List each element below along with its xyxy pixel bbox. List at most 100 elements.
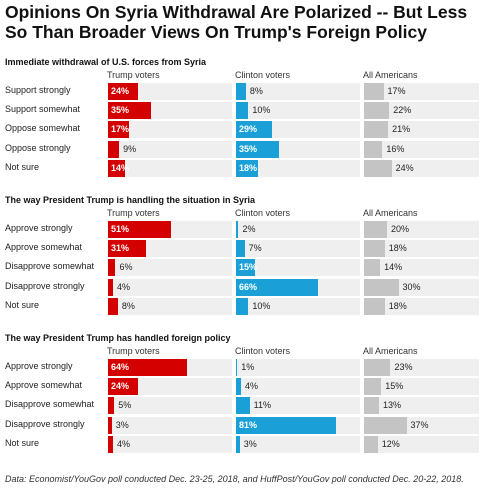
bar-clinton — [236, 121, 272, 139]
bar-all — [364, 121, 389, 139]
bar-track: 23% — [364, 359, 479, 376]
bar-track: 21% — [364, 121, 479, 139]
bar-track: 6% — [108, 259, 232, 277]
bar-clinton — [236, 140, 280, 158]
table-row: Not sure 14% 18% 24% — [0, 159, 487, 177]
row-label: Support strongly — [5, 85, 71, 95]
bar-track: 35% — [108, 102, 232, 120]
column-header: All Americans — [363, 346, 418, 356]
data-label: 16% — [386, 143, 405, 154]
bar-track: 24% — [364, 159, 479, 177]
table-row: Support strongly 24% 8% 17% — [0, 83, 487, 100]
bar-trump — [108, 221, 172, 238]
bar-track: 22% — [364, 102, 479, 120]
bar-track: 17% — [364, 83, 479, 100]
bar-trump — [108, 259, 116, 277]
bar-track: 16% — [364, 140, 479, 158]
bar-track: 8% — [236, 83, 360, 100]
data-label: 2% — [242, 224, 256, 234]
bar-clinton — [236, 278, 318, 296]
data-label: 11% — [253, 400, 271, 411]
data-label: 17% — [387, 86, 406, 96]
column-header: Trump voters — [107, 208, 160, 218]
table-row: Disapprove somewhat 6% 15% 14% — [0, 259, 487, 277]
bar-all — [364, 278, 399, 296]
bar-track: 37% — [364, 416, 479, 434]
row-label: Approve strongly — [5, 223, 73, 233]
table-row: Approve strongly 64% 1% 23% — [0, 359, 487, 376]
chart-panel: The way President Trump has handled fore… — [0, 333, 487, 463]
table-row: Disapprove somewhat 5% 11% 13% — [0, 397, 487, 415]
row-label: Oppose somewhat — [5, 123, 81, 134]
table-row: Not sure 8% 10% 18% — [0, 297, 487, 315]
bar-track: 4% — [108, 278, 232, 296]
data-label: 18% — [388, 243, 407, 254]
data-label: 81% — [239, 419, 258, 430]
bar-track: 15% — [364, 378, 479, 396]
bar-track: 14% — [364, 259, 479, 277]
column-header: Clinton voters — [235, 346, 291, 356]
data-label: 1% — [241, 362, 255, 372]
bar-track: 15% — [236, 259, 360, 277]
bar-track: 3% — [108, 416, 232, 434]
data-label: 35% — [111, 105, 130, 116]
row-label: Approve somewhat — [5, 380, 83, 391]
data-label: 13% — [382, 400, 401, 411]
bar-track: 51% — [108, 221, 232, 238]
data-label: 37% — [410, 419, 429, 430]
row-label: Disapprove somewhat — [5, 399, 95, 410]
data-label: 12% — [381, 438, 400, 449]
data-label: 10% — [252, 300, 271, 311]
bar-trump — [108, 159, 126, 177]
table-row: Oppose strongly 9% 35% 16% — [0, 140, 487, 158]
bar-track: 9% — [108, 140, 232, 158]
table-row: Disapprove strongly 4% 66% 30% — [0, 278, 487, 296]
bar-trump — [108, 397, 115, 415]
data-label: 10% — [252, 105, 271, 116]
chart-panel: The way President Trump is handling the … — [0, 195, 487, 325]
data-label: 18% — [388, 300, 407, 311]
data-label: 9% — [123, 143, 137, 154]
bar-track: 66% — [236, 278, 360, 296]
table-row: Oppose somewhat 17% 29% 21% — [0, 121, 487, 139]
bar-clinton — [236, 240, 245, 258]
bar-trump — [108, 416, 112, 434]
data-label: 17% — [111, 124, 130, 135]
bar-trump — [108, 83, 138, 100]
bar-all — [364, 416, 407, 434]
bar-all — [364, 378, 382, 396]
row-label: Disapprove strongly — [5, 280, 85, 291]
data-label: 29% — [239, 124, 258, 135]
bar-track: 18% — [364, 240, 479, 258]
table-row: Approve somewhat 31% 7% 18% — [0, 240, 487, 258]
data-label: 8% — [249, 86, 263, 96]
data-label: 35% — [239, 143, 258, 154]
bar-trump — [108, 240, 147, 258]
bar-track: 1% — [236, 359, 360, 376]
bar-all — [364, 83, 384, 100]
bar-track: 10% — [236, 297, 360, 315]
column-header: All Americans — [363, 70, 418, 80]
source-note: Data: Economist/YouGov poll conducted De… — [5, 474, 464, 484]
data-label: 15% — [239, 262, 258, 273]
bar-track: 5% — [108, 397, 232, 415]
bar-all — [364, 359, 391, 376]
bar-track: 31% — [108, 240, 232, 258]
row-label: Disapprove strongly — [5, 418, 85, 429]
bar-clinton — [236, 259, 255, 277]
bar-clinton — [236, 297, 249, 315]
row-label: Support somewhat — [5, 104, 81, 115]
panel-title: The way President Trump has handled fore… — [5, 333, 231, 343]
bar-all — [364, 397, 379, 415]
table-row: Approve strongly 51% 2% 20% — [0, 221, 487, 238]
row-label: Not sure — [5, 437, 40, 448]
bar-trump — [108, 102, 152, 120]
data-label: 4% — [116, 281, 130, 292]
row-label: Disapprove somewhat — [5, 261, 95, 272]
data-label: 24% — [111, 86, 130, 96]
data-label: 22% — [393, 105, 412, 116]
data-label: 64% — [111, 362, 130, 372]
bar-all — [364, 221, 387, 238]
row-label: Approve strongly — [5, 361, 73, 371]
bar-clinton — [236, 416, 337, 434]
